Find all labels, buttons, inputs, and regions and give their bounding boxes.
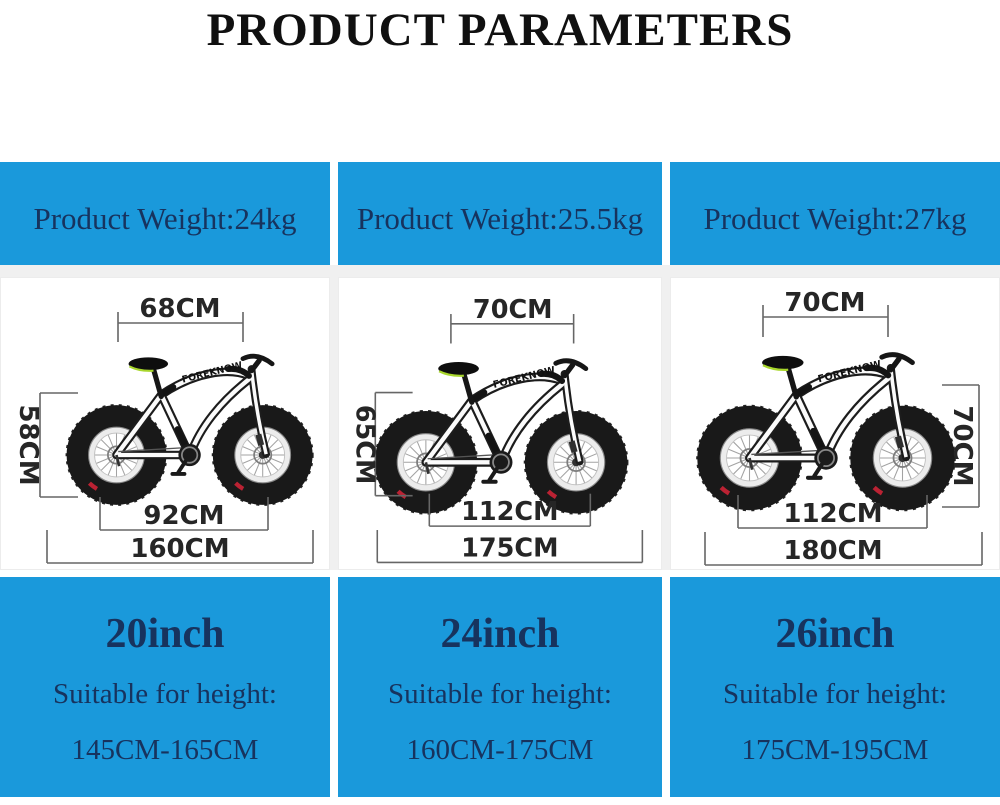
dimension-lines: 70CM 70CM 112CM 180CM [704,288,983,566]
dim-wheelbase-label: 112CM [461,497,558,527]
bike-panel-24inch: 70CM 65CM 112CM 175CM [338,277,662,570]
bike-diagram-26inch: 70CM 70CM 112CM 180CM [670,288,983,566]
dimension-lines: 70CM 65CM 112CM 175CM [350,295,644,564]
dimension-lines: 68CM 58CM 92CM 160CM [13,294,314,564]
dim-top-label: 68CM [139,294,220,324]
dim-length-label: 160CM [130,534,229,564]
suitable-height-range: 175CM-195CM [741,734,929,766]
size-info-26inch: 26inch Suitable for height: 175CM-195CM [670,577,1000,797]
dim-wheelbase-label: 92CM [143,501,224,531]
bike-diagram-20inch: 68CM 58CM 92CM 160CM [13,294,330,564]
bottom-white-strip [0,797,1000,805]
dim-height-label: 58CM [13,404,43,485]
page-title: PRODUCT PARAMETERS [206,4,794,56]
size-info-row: 20inch Suitable for height: 145CM-165CM … [0,577,1000,797]
weight-label: Product Weight:27kg [703,200,967,236]
dim-length-label: 180CM [783,536,882,566]
bike-diagram-24inch: 70CM 65CM 112CM 175CM [350,295,644,564]
suitable-height-caption: Suitable for height: [388,678,612,710]
suitable-height-caption: Suitable for height: [53,678,277,710]
suitable-height-range: 160CM-175CM [406,734,594,766]
weight-header-26inch: Product Weight:27kg [670,162,1000,265]
dim-wheelbase-label: 112CM [783,499,882,529]
weight-label: Product Weight:24kg [33,200,297,236]
suitable-height-range: 145CM-165CM [71,734,259,766]
dim-top-label: 70CM [784,288,865,318]
size-label: 24inch [440,611,560,657]
size-info-20inch: 20inch Suitable for height: 145CM-165CM [0,577,330,797]
size-info-24inch: 24inch Suitable for height: 160CM-175CM [338,577,662,797]
suitable-height-caption: Suitable for height: [723,678,947,710]
dim-height-label: 70CM [947,405,977,486]
weight-label: Product Weight:25.5kg [356,200,644,236]
dim-length-label: 175CM [461,534,558,564]
weight-header-row: Product Weight:24kg Product Weight:25.5k… [0,162,1000,265]
bike-panel-20inch: 68CM 58CM 92CM 160CM [0,277,330,570]
weight-header-24inch: Product Weight:25.5kg [338,162,662,265]
bike-panel-26inch: 70CM 70CM 112CM 180CM [670,277,1000,570]
bike-diagram-row: 68CM 58CM 92CM 160CM 70CM 65CM [0,265,1000,570]
size-label: 20inch [105,611,225,657]
weight-header-20inch: Product Weight:24kg [0,162,330,265]
dim-top-label: 70CM [473,295,553,325]
size-label: 26inch [775,611,895,657]
dim-height-label: 65CM [350,405,380,485]
